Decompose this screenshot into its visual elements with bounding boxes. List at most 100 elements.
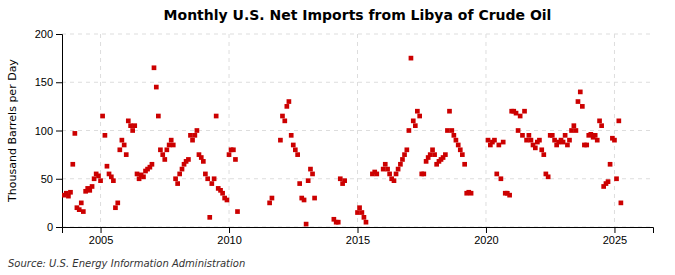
point	[460, 152, 465, 157]
point	[529, 138, 534, 143]
point	[580, 104, 585, 109]
point	[150, 162, 155, 167]
point	[447, 109, 452, 114]
point	[561, 140, 566, 145]
point	[492, 138, 497, 143]
point	[103, 133, 108, 138]
point	[270, 196, 275, 201]
point	[516, 128, 521, 133]
point	[381, 167, 386, 172]
tick-mark	[56, 82, 62, 83]
grid-line-y	[62, 82, 653, 83]
point	[105, 164, 110, 169]
point	[227, 152, 232, 157]
point	[235, 209, 240, 214]
point	[186, 157, 191, 162]
point	[421, 172, 426, 177]
point	[385, 167, 390, 172]
point	[411, 119, 416, 124]
point	[128, 123, 133, 128]
grid	[62, 34, 653, 227]
tick-mark	[56, 179, 62, 180]
point	[175, 181, 180, 186]
y-axis: 050100150200	[35, 28, 63, 233]
point	[445, 128, 450, 133]
point	[576, 99, 581, 104]
point	[120, 138, 125, 143]
point	[486, 138, 491, 143]
tick: 50	[41, 173, 62, 185]
point	[162, 157, 167, 162]
point	[428, 152, 433, 157]
point	[396, 167, 401, 172]
axis-line	[63, 228, 654, 234]
tick: 100	[35, 125, 62, 137]
point	[141, 174, 146, 179]
tick-mark	[486, 227, 487, 233]
point	[295, 152, 300, 157]
point	[304, 222, 309, 227]
point	[306, 178, 311, 183]
point	[567, 138, 572, 143]
point	[117, 147, 122, 152]
point	[135, 172, 140, 177]
point	[73, 131, 78, 136]
point	[593, 133, 598, 138]
point	[169, 138, 174, 143]
tick: 150	[35, 76, 62, 88]
point	[374, 172, 379, 177]
point	[572, 123, 577, 128]
point	[565, 143, 570, 148]
point	[524, 138, 529, 143]
chart-svg: 20052010201520202025050100150200Monthly …	[0, 0, 675, 275]
point	[280, 114, 285, 119]
tick-label: 150	[35, 76, 53, 88]
grid-line-x	[357, 34, 358, 227]
point	[68, 190, 73, 195]
point	[362, 215, 367, 220]
point	[514, 111, 519, 116]
point	[310, 172, 315, 177]
point	[158, 147, 163, 152]
point	[574, 128, 579, 133]
point	[584, 143, 589, 148]
tick-mark	[56, 131, 62, 132]
tick-mark	[101, 227, 102, 233]
tick-mark	[358, 227, 359, 233]
tick-label: 2025	[603, 234, 627, 246]
tick-label: 2015	[346, 234, 370, 246]
point	[501, 140, 506, 145]
point	[599, 123, 604, 128]
point	[550, 133, 555, 138]
point	[167, 143, 172, 148]
point	[154, 85, 159, 90]
point	[606, 179, 611, 184]
point	[70, 162, 75, 167]
point	[195, 128, 200, 133]
point	[100, 114, 105, 119]
point	[132, 123, 137, 128]
point	[520, 133, 525, 138]
point	[452, 133, 457, 138]
tick-label: 0	[47, 221, 53, 233]
point	[291, 143, 296, 148]
grid-line-x	[100, 34, 101, 227]
point	[233, 157, 238, 162]
axis-line	[56, 35, 63, 228]
point	[173, 176, 178, 181]
point	[225, 198, 230, 203]
point	[79, 201, 84, 206]
x-axis: 20052010201520202025	[63, 227, 654, 246]
point	[190, 138, 195, 143]
point	[407, 128, 412, 133]
point	[124, 152, 129, 157]
chart-container: 20052010201520202025050100150200Monthly …	[0, 0, 675, 275]
point	[456, 143, 461, 148]
point	[417, 114, 422, 119]
point	[122, 143, 127, 148]
tick: 2015	[346, 227, 370, 246]
point	[392, 178, 397, 183]
tick: 2010	[217, 227, 241, 246]
point	[537, 138, 542, 143]
tick: 0	[47, 221, 62, 233]
